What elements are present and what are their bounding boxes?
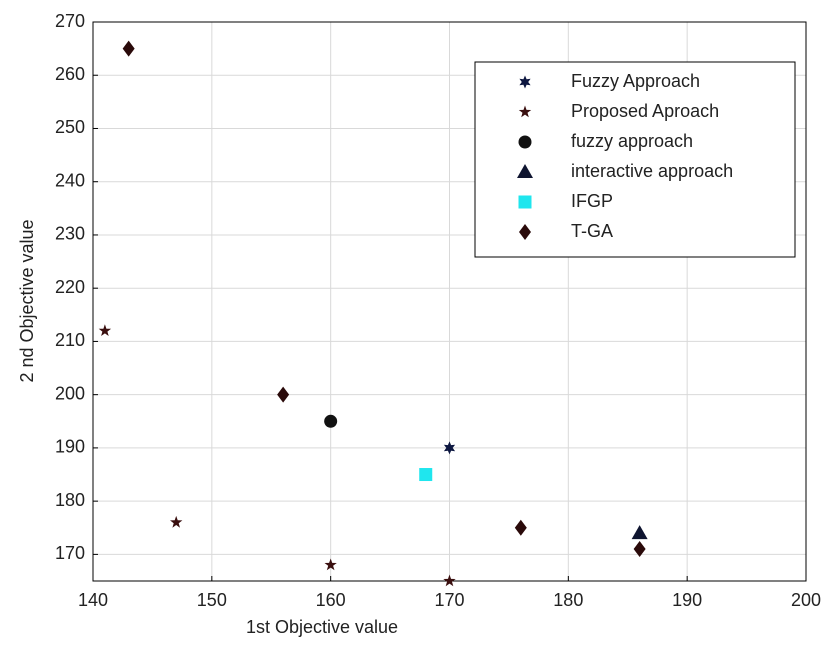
marker [514,519,527,536]
y-tick-label: 240 [55,170,85,190]
y-tick-label: 210 [55,330,85,350]
marker [443,574,456,587]
legend-marker [518,135,532,149]
y-tick-label: 270 [55,11,85,31]
legend-label: T-GA [571,221,613,241]
legend-label: interactive approach [571,161,733,181]
marker [419,468,433,482]
marker [122,40,135,57]
legend-label: fuzzy approach [571,131,693,151]
legend-label: Fuzzy Approach [571,71,700,91]
legend-marker [518,105,532,118]
legend-marker [518,195,532,209]
legend-box [474,61,796,258]
y-tick-label: 260 [55,64,85,84]
x-tick-label: 170 [434,590,464,610]
x-tick-label: 160 [316,590,346,610]
legend-marker [519,75,531,89]
legend-marker [517,164,533,178]
y-tick-label: 220 [55,277,85,297]
marker [277,386,290,403]
y-tick-label: 200 [55,383,85,403]
legend-label: Proposed Aproach [571,101,719,121]
marker [633,541,646,558]
legend-marker [519,224,531,240]
x-axis-label: 1st Objective value [246,617,398,637]
y-tick-label: 190 [55,437,85,457]
marker [324,558,337,571]
x-tick-label: 140 [78,590,108,610]
y-axis-label: 2 nd Objective value [17,219,37,382]
y-tick-label: 180 [55,490,85,510]
x-tick-label: 180 [553,590,583,610]
y-tick-label: 230 [55,224,85,244]
legend-label: IFGP [571,191,613,211]
x-tick-label: 150 [197,590,227,610]
marker [443,441,456,455]
marker [170,515,183,528]
marker [98,324,112,336]
marker [631,525,648,540]
x-tick-label: 200 [791,590,821,610]
x-tick-label: 190 [672,590,702,610]
y-tick-label: 170 [55,543,85,563]
marker [324,414,338,428]
y-tick-label: 250 [55,117,85,137]
